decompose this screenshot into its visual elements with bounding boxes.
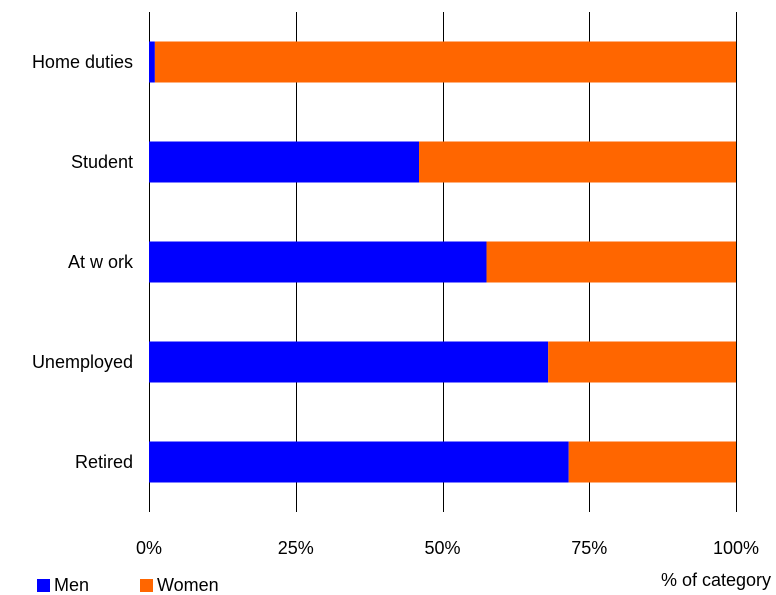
legend-swatch-women bbox=[140, 579, 153, 592]
x-tick-label: 0% bbox=[136, 538, 162, 558]
category-label: Unemployed bbox=[32, 352, 133, 372]
bar-women-student bbox=[419, 141, 736, 183]
x-axis-title: % of category bbox=[661, 570, 771, 590]
x-tick-label: 75% bbox=[571, 538, 607, 558]
x-tick-label: 25% bbox=[278, 538, 314, 558]
bar-men-retired bbox=[149, 441, 569, 483]
legend: Men Women bbox=[37, 575, 219, 595]
category-label: Home duties bbox=[32, 52, 133, 72]
bars bbox=[149, 41, 736, 483]
bar-women-unemployed bbox=[548, 341, 736, 383]
category-label: At w ork bbox=[68, 252, 134, 272]
bar-men-at-w-ork bbox=[149, 241, 487, 283]
legend-label-women: Women bbox=[157, 575, 219, 595]
legend-label-men: Men bbox=[54, 575, 89, 595]
bar-women-home-duties bbox=[154, 41, 736, 83]
category-label: Retired bbox=[75, 452, 133, 472]
category-label: Student bbox=[71, 152, 133, 172]
bar-women-retired bbox=[568, 441, 736, 483]
bar-men-home-duties bbox=[149, 41, 155, 83]
legend-swatch-men bbox=[37, 579, 50, 592]
x-tick-label: 100% bbox=[713, 538, 759, 558]
x-tick-label: 50% bbox=[424, 538, 460, 558]
x-tick-labels: 0% 25% 50% 75% 100% bbox=[136, 538, 759, 558]
bar-women-at-w-ork bbox=[486, 241, 736, 283]
bar-men-unemployed bbox=[149, 341, 549, 383]
category-labels: Home duties Student At w ork Unemployed Reti… bbox=[32, 52, 134, 472]
bar-men-student bbox=[149, 141, 420, 183]
